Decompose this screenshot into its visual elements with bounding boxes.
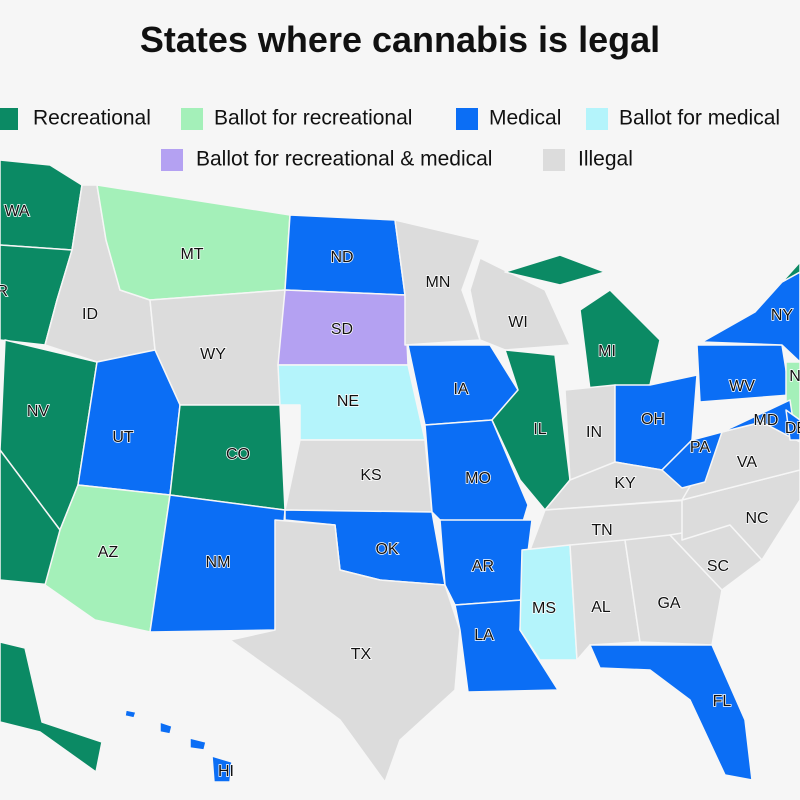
state-label: ND (330, 249, 353, 266)
state-shape (781, 261, 800, 283)
state-label: HI (218, 763, 234, 780)
legend-label: Medical (489, 107, 561, 130)
state-shape (661, 431, 723, 489)
state-shape (579, 289, 661, 391)
state-shape (229, 519, 461, 783)
state-labels: WA OR NV CO IL MI MT AZ NJ ND UT NM OK I… (0, 202, 800, 781)
states (0, 159, 800, 783)
state-label: AR (472, 558, 494, 575)
state-shape (124, 709, 137, 719)
state-shape (189, 737, 207, 751)
state-label: IL (533, 421, 546, 438)
state-label: CO (226, 446, 250, 463)
legend-label: Ballot for recreational & medical (196, 148, 492, 171)
legend-label: Ballot for medical (619, 107, 780, 130)
state-label: TN (591, 522, 612, 539)
state-label: WY (200, 346, 226, 363)
state-shape (569, 539, 641, 661)
state-label: LA (474, 627, 494, 644)
state-label: SD (331, 321, 353, 338)
state-label: PA (690, 439, 710, 456)
state-label: DE (785, 420, 800, 437)
state-shape (785, 409, 800, 441)
state-label: NM (206, 554, 231, 571)
state-shape (519, 544, 578, 661)
state-label: MI (598, 343, 616, 360)
state-label: SC (707, 558, 729, 575)
legend-label: Illegal (578, 148, 633, 171)
legend-swatch (456, 108, 478, 130)
legend-swatch (543, 149, 565, 171)
state-label: MS (532, 600, 556, 617)
legend-swatch (161, 149, 183, 171)
legend-label: Recreational (33, 107, 151, 130)
state-shape (211, 755, 233, 783)
state-label: MD (754, 412, 779, 429)
state-shape (284, 439, 433, 513)
state-label: OK (375, 541, 398, 558)
state-label: FL (713, 693, 732, 710)
state-label: MO (465, 470, 491, 487)
state-shape (491, 349, 571, 511)
legend-swatch (181, 108, 203, 130)
state-label: NE (337, 393, 359, 410)
state-label: IN (586, 424, 602, 441)
state-label: GA (657, 595, 680, 612)
state-label: NC (745, 510, 768, 527)
state-label: MN (426, 274, 451, 291)
state-label: KS (360, 467, 381, 484)
state-label: OH (641, 411, 665, 428)
legend-label: Ballot for recreational (214, 107, 412, 130)
state-label: ID (82, 306, 98, 323)
state-label: WV (729, 378, 755, 395)
state-label: AZ (98, 544, 119, 561)
state-shape (589, 644, 753, 781)
state-shape (504, 254, 606, 286)
legend-swatch (586, 108, 608, 130)
state-label: NV (27, 403, 50, 420)
legend-swatch (0, 108, 18, 130)
legend: Recreational Ballot for recreational Med… (0, 107, 780, 171)
state-label: NJ (789, 368, 800, 385)
map-title: States where cannabis is legal (140, 19, 660, 60)
state-shape (624, 534, 723, 646)
state-label: WA (4, 203, 30, 220)
state-shape (701, 271, 800, 363)
state-label: KY (614, 475, 636, 492)
state-label: AL (591, 599, 611, 616)
state-shape (0, 641, 103, 773)
state-shape (96, 184, 291, 301)
state-label: MT (180, 246, 203, 263)
state-label: NY (771, 307, 794, 324)
state-label: IA (453, 381, 468, 398)
state-label: OR (0, 283, 8, 300)
state-label: UT (112, 429, 134, 446)
state-shape (159, 721, 173, 735)
state-label: TX (351, 646, 372, 663)
state-label: VA (737, 454, 757, 471)
state-label: WI (508, 314, 528, 331)
